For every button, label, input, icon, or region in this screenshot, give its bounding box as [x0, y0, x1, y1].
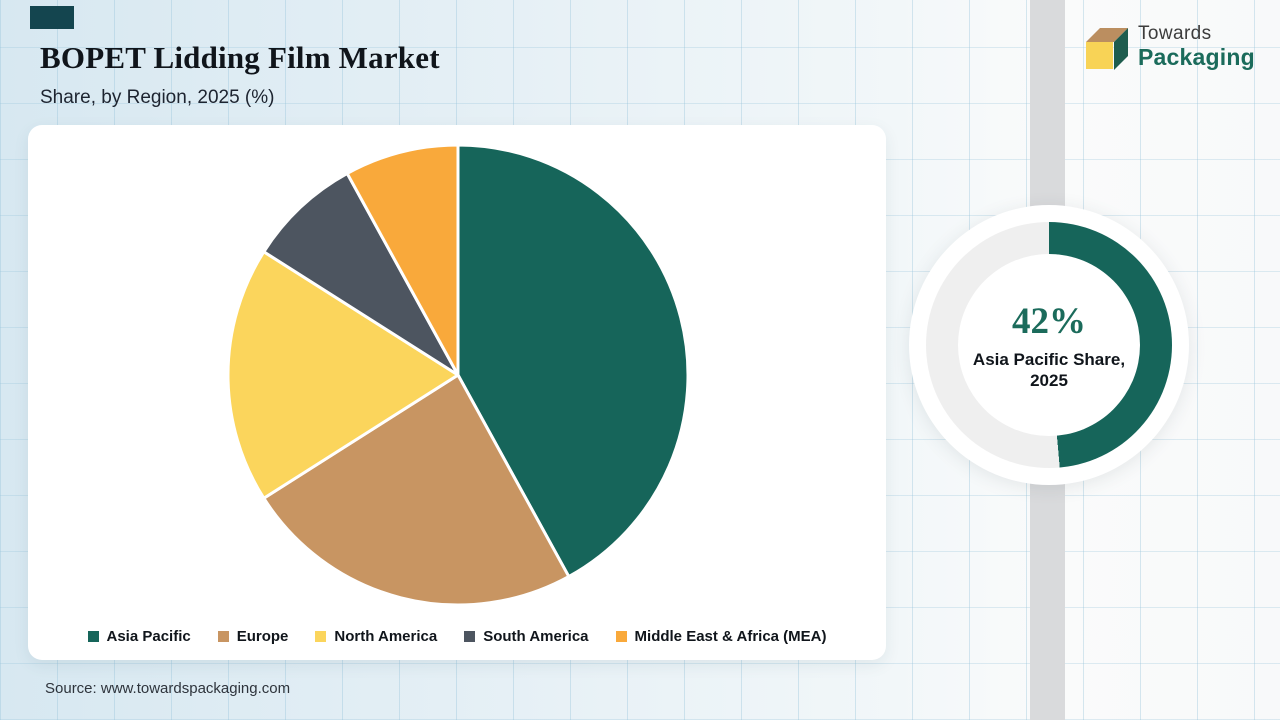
legend-swatch — [464, 631, 476, 642]
source-text: Source: www.towardspackaging.com — [45, 680, 291, 697]
donut-value: 42% — [1012, 301, 1086, 342]
corner-decor-square — [30, 6, 74, 29]
legend-item: Middle East & Africa (MEA) — [615, 628, 827, 645]
donut-caption-line1: Asia Pacific Share, — [972, 350, 1126, 369]
logo-line2: Packaging — [1138, 43, 1255, 70]
logo-line1: Towards — [1138, 22, 1212, 44]
pie-slice-asia-pacific — [456, 143, 690, 579]
logo-text: Towards Packaging — [1138, 24, 1255, 69]
legend-swatch — [315, 631, 327, 642]
legend-item: Europe — [217, 628, 289, 645]
legend-label: Europe — [236, 628, 289, 645]
legend-label: Middle East & Africa (MEA) — [634, 628, 827, 645]
towards-packaging-logo: Towards Packaging — [1082, 20, 1255, 72]
legend-label: South America — [483, 628, 589, 645]
legend-swatch — [217, 631, 229, 642]
legend-label: Asia Pacific — [106, 628, 191, 645]
legend-item: North America — [315, 628, 437, 645]
page-subtitle: Share, by Region, 2025 (%) — [40, 87, 275, 108]
legend-label: North America — [334, 628, 438, 645]
legend-swatch — [615, 631, 627, 642]
legend-item: Asia Pacific — [87, 628, 191, 645]
chart-legend: Asia Pacific Europe North America South Ame… — [28, 628, 886, 645]
donut-caption-line2: 2025 — [1030, 371, 1068, 390]
page-title: BOPET Lidding Film Market — [40, 40, 440, 75]
legend-swatch — [87, 631, 99, 642]
pie-slice-south-america — [262, 171, 460, 377]
legend-item: South America — [464, 628, 589, 645]
donut-gauge-hole — [958, 254, 1140, 436]
pie-slice-europe — [262, 373, 571, 607]
pie-slice-north-america — [226, 250, 460, 500]
pie-chart — [226, 143, 690, 607]
donut-label: 42% Asia Pacific Share, 2025 — [909, 300, 1189, 391]
pie-slice-middle-east-africa-mea- — [345, 143, 460, 377]
logo-box-icon — [1086, 28, 1128, 70]
chart-card: Asia Pacific Europe North America South Ame… — [28, 125, 886, 660]
donut-caption: Asia Pacific Share, 2025 — [909, 349, 1189, 391]
